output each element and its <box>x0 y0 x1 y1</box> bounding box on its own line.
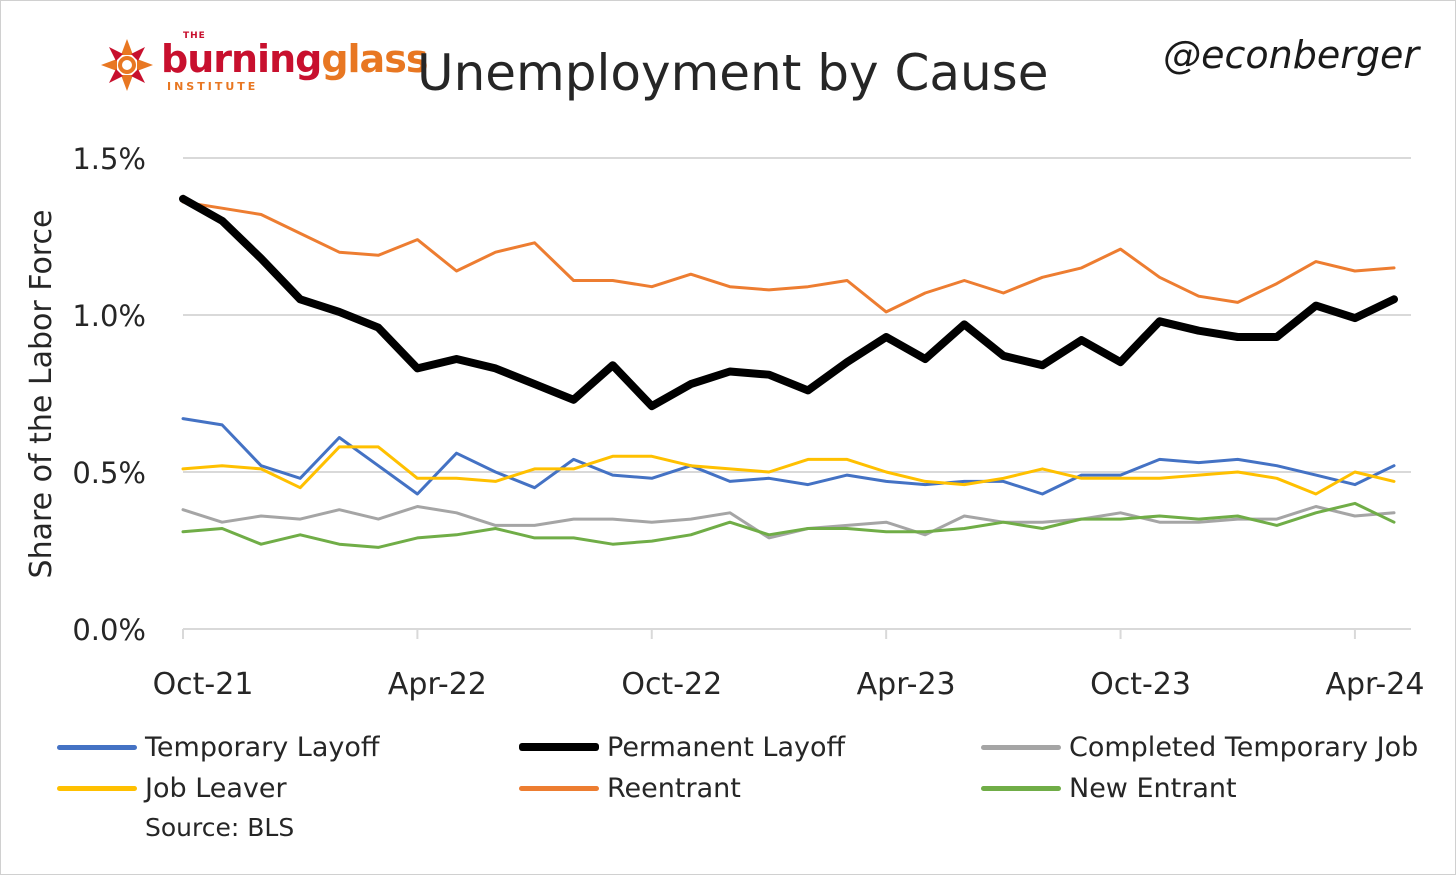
x-tick-label: Oct-23 <box>1090 667 1191 702</box>
logo-word-burning: burning <box>161 37 322 81</box>
legend-swatch <box>981 785 1061 791</box>
x-tick-label: Oct-21 <box>153 667 254 702</box>
x-tick-label: Apr-22 <box>388 667 487 702</box>
y-axis-label: Share of the Labor Force <box>24 210 59 579</box>
sunburst-icon <box>101 39 153 91</box>
legend-item: New Entrant <box>981 772 1237 804</box>
logo-wordmark: burningglass <box>161 37 428 81</box>
chart-title: Unemployment by Cause <box>417 44 1049 102</box>
series-line-new-entrant <box>181 501 1396 549</box>
legend-label: Completed Temporary Job <box>1069 731 1419 763</box>
legend-label: Reentrant <box>607 772 741 804</box>
legend-swatch <box>57 744 137 750</box>
x-tick-label: Apr-23 <box>857 667 956 702</box>
legend-swatch <box>57 785 137 791</box>
axes: 0.0% 0.5% 1.0% 1.5% Oct-21 Apr-22 Oct-22 Apr-23… <box>72 142 1424 702</box>
legend-item: Reentrant <box>519 772 741 804</box>
y-tick-label: 1.0% <box>72 299 146 333</box>
legend-item: Completed Temporary Job <box>981 731 1418 763</box>
legend-label: New Entrant <box>1069 772 1237 804</box>
author-handle: @econberger <box>1163 33 1419 77</box>
series-line-temporary-layoff <box>181 417 1396 496</box>
gridlines <box>183 157 1411 473</box>
y-tick-label: 0.5% <box>72 456 146 490</box>
y-tick-label: 0.0% <box>72 613 146 647</box>
x-tick-label: Apr-24 <box>1325 667 1424 702</box>
x-tick-label: Oct-22 <box>621 667 722 702</box>
legend-label: Temporary Layoff <box>145 731 380 763</box>
logo-word-glass: glass <box>321 37 428 81</box>
y-tick-label: 1.5% <box>72 142 146 176</box>
legend-swatch <box>519 743 599 751</box>
legend-swatch <box>519 785 599 791</box>
legend-item: Job Leaver <box>57 772 287 804</box>
burning-glass-logo: THE burningglass INSTITUTE <box>97 31 428 97</box>
legend-item: Permanent Layoff <box>519 731 845 763</box>
series-lines <box>179 194 1398 549</box>
source-note: Source: BLS <box>145 813 295 842</box>
series-line-job-leaver <box>181 445 1396 496</box>
series-line-reentrant <box>181 200 1396 314</box>
legend-label: Permanent Layoff <box>607 731 846 763</box>
series-line-completed-temporary-job <box>181 505 1396 540</box>
legend-swatch <box>981 744 1061 750</box>
legend-label: Job Leaver <box>145 772 287 804</box>
series-line-permanent-layoff <box>179 194 1398 411</box>
logo-the: THE <box>183 31 206 41</box>
logo-institute: INSTITUTE <box>167 80 259 93</box>
legend-item: Temporary Layoff <box>57 731 379 763</box>
